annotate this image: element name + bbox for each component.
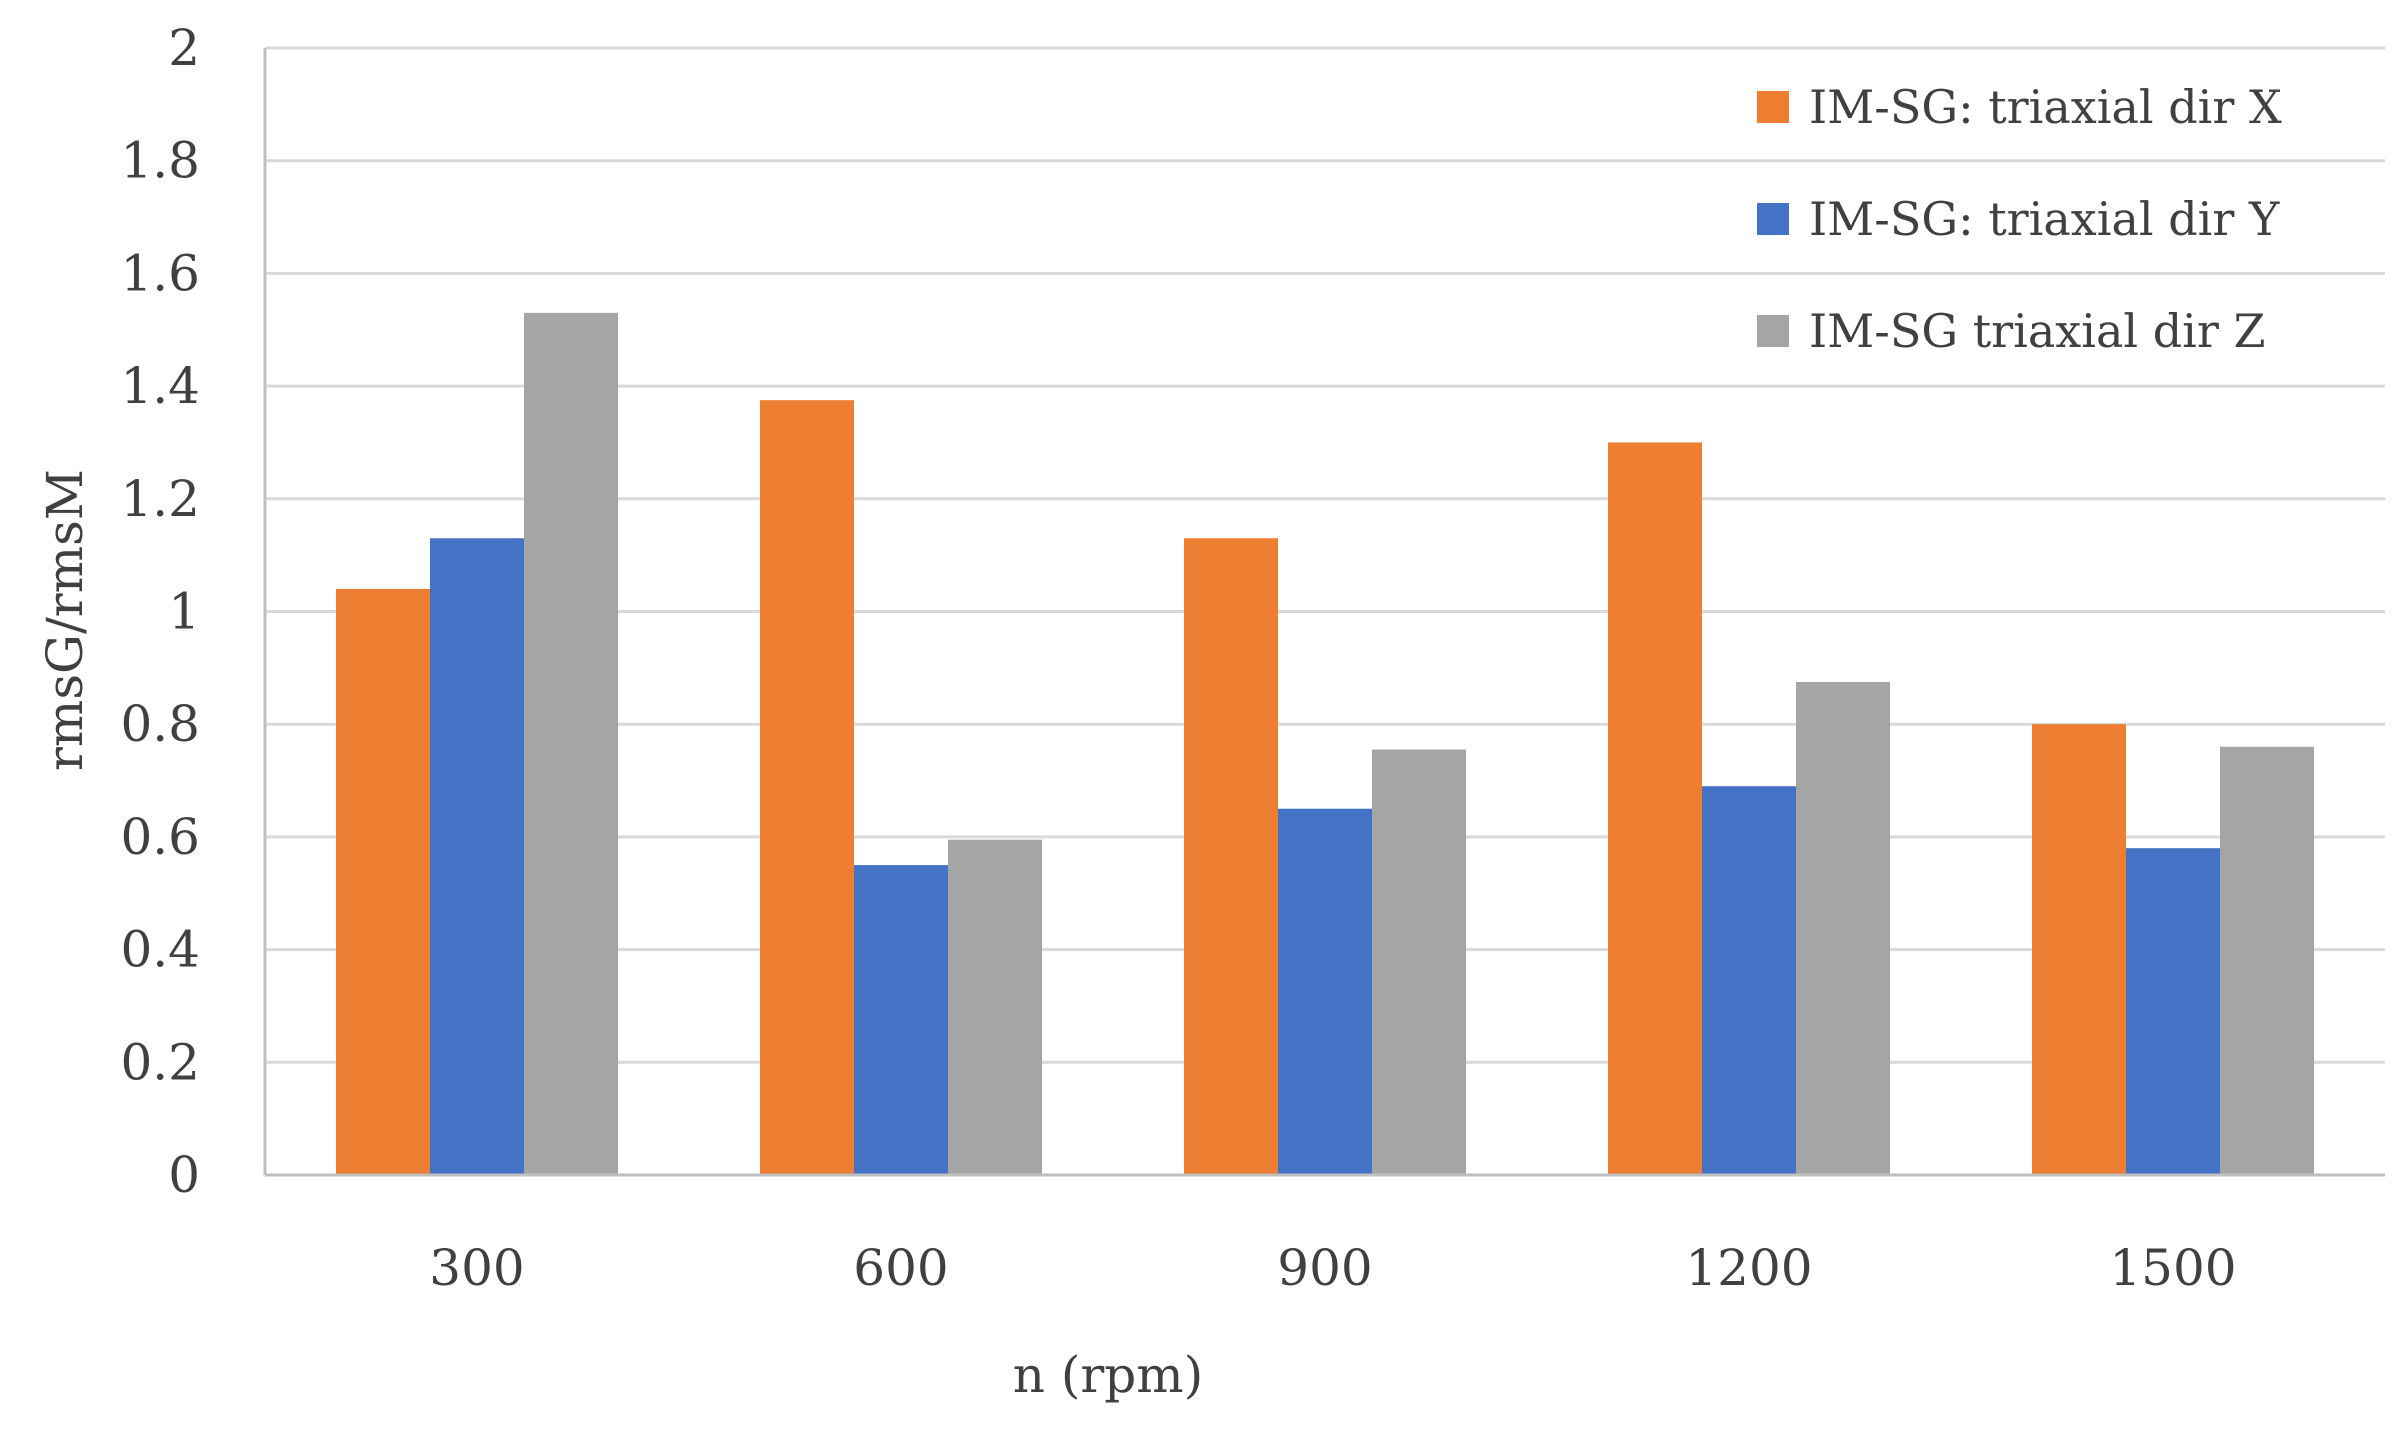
y-tick-label: 0.8: [120, 695, 200, 753]
legend-label: IM-SG: triaxial dir Y: [1809, 192, 2280, 246]
bar-x-1200: [1608, 442, 1702, 1175]
y-tick-label: 0.4: [120, 921, 200, 979]
axes: [263, 48, 2385, 1177]
y-tick-label: 1.4: [120, 357, 200, 415]
y-tick-label: 0.6: [120, 808, 200, 866]
legend: IM-SG: triaxial dir X IM-SG: triaxial dir…: [1757, 80, 2282, 358]
bar-z-300: [524, 312, 618, 1176]
bars: [336, 312, 2314, 1176]
bar-x-900: [1184, 538, 1278, 1175]
legend-item: IM-SG: triaxial dir Y: [1757, 192, 2280, 246]
legend-label: IM-SG triaxial dir Z: [1809, 304, 2265, 358]
y-tick-label: 1.2: [120, 470, 200, 528]
legend-item: IM-SG triaxial dir Z: [1757, 304, 2265, 358]
bar-z-1500: [2220, 746, 2314, 1175]
bar-y-1500: [2126, 848, 2220, 1175]
y-tick-label: 0: [168, 1146, 200, 1204]
bar-x-1500: [2032, 724, 2126, 1175]
y-tick-label: 1.6: [120, 244, 200, 302]
bar-x-600: [760, 400, 854, 1175]
y-tick-label: 2: [168, 19, 200, 77]
x-axis-tick-labels: 300 600 900 1200 1500: [429, 1239, 2236, 1297]
y-axis-title: rmsG/rmsM: [36, 469, 94, 771]
x-tick-label: 600: [853, 1239, 948, 1297]
y-tick-label: 1.8: [120, 132, 200, 190]
bar-z-900: [1372, 749, 1466, 1175]
legend-swatch: [1757, 203, 1789, 235]
bar-z-600: [948, 839, 1042, 1175]
bar-z-1200: [1796, 681, 1890, 1175]
y-tick-label: 0.2: [120, 1033, 200, 1091]
legend-swatch: [1757, 315, 1789, 347]
y-tick-label: 1: [168, 583, 200, 641]
bar-y-300: [430, 538, 524, 1175]
gridlines: [265, 46, 2385, 1064]
legend-item: IM-SG: triaxial dir X: [1757, 80, 2282, 134]
legend-swatch: [1757, 91, 1789, 123]
legend-label: IM-SG: triaxial dir X: [1809, 80, 2282, 134]
y-axis-tick-labels: 0 0.2 0.4 0.6 0.8 1 1.2 1.4 1.6 1.8 2: [120, 19, 200, 1204]
x-tick-label: 900: [1277, 1239, 1372, 1297]
bar-y-1200: [1702, 786, 1796, 1175]
x-tick-label: 1200: [1685, 1239, 1812, 1297]
x-tick-label: 1500: [2109, 1239, 2236, 1297]
x-axis-title: n (rpm): [1013, 1346, 1203, 1404]
bar-y-900: [1278, 808, 1372, 1175]
x-tick-label: 300: [429, 1239, 524, 1297]
bar-y-600: [854, 865, 948, 1175]
bar-x-300: [336, 588, 430, 1175]
